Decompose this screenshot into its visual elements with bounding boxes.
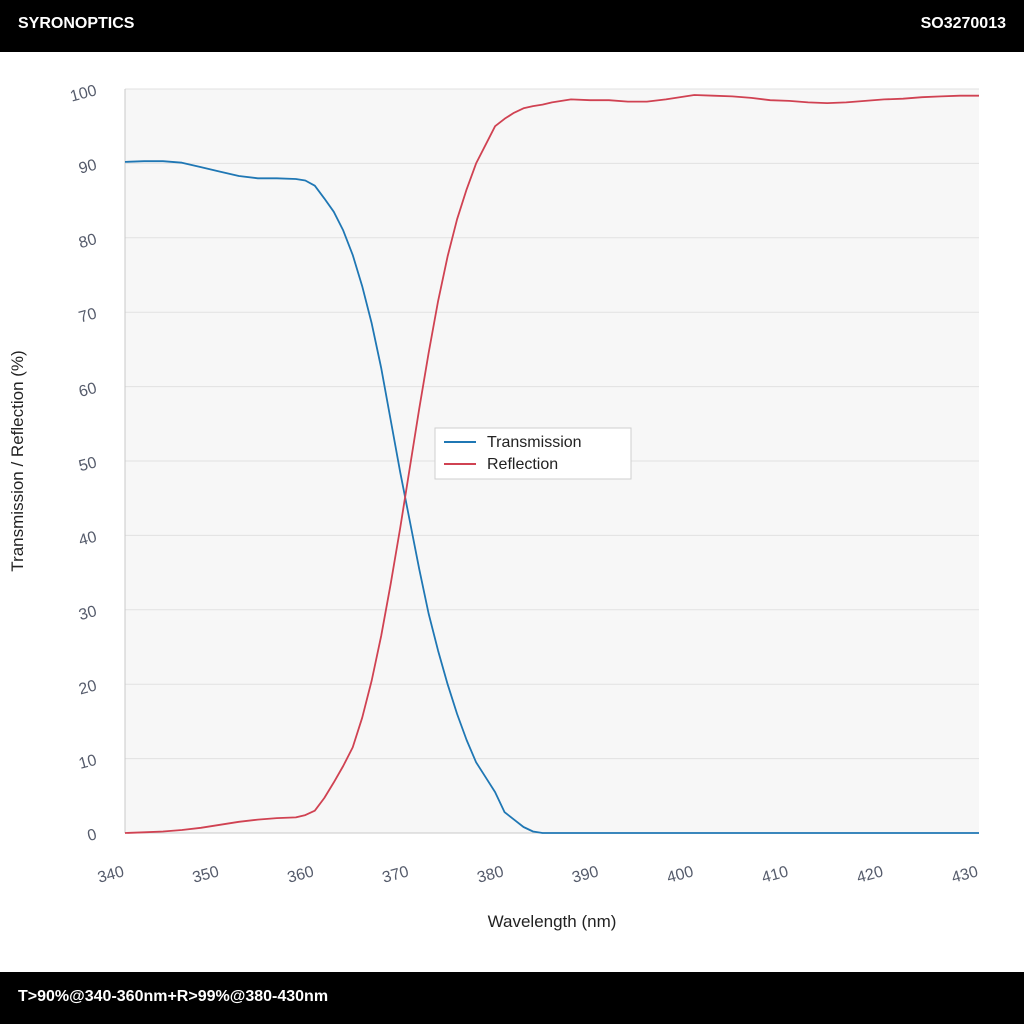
x-axis-title: Wavelength (nm) <box>488 912 617 931</box>
product-code: SO3270013 <box>920 15 1006 32</box>
spec-summary: T>90%@340-360nm+R>99%@380-430nm <box>18 988 329 1005</box>
x-tick-label: 360 <box>286 863 316 886</box>
grid-lines <box>125 88 979 760</box>
y-tick-label: 60 <box>77 380 99 401</box>
series-line-reflection <box>124 94 979 834</box>
y-tick-label: 10 <box>77 752 99 773</box>
x-tick-labels: 340 350 360 370 380 390 400 410 420 430 <box>96 863 980 886</box>
legend-box <box>434 427 632 480</box>
x-tick-label: 400 <box>665 863 695 886</box>
brand-name: SYRONOPTICS <box>18 15 135 32</box>
y-tick-label: 80 <box>77 231 99 252</box>
x-tick-label: 430 <box>950 863 980 886</box>
y-tick-label: 20 <box>77 677 99 698</box>
y-tick-label: 70 <box>77 305 99 326</box>
y-tick-label: 100 <box>68 82 98 105</box>
legend-label-reflection: Reflection <box>487 456 558 473</box>
x-tick-label: 390 <box>570 863 600 886</box>
y-tick-labels: 0 10 20 30 40 50 60 70 80 90 100 <box>68 82 98 845</box>
x-tick-label: 410 <box>760 863 790 886</box>
series-group <box>124 94 979 834</box>
y-tick-label: 90 <box>77 157 99 178</box>
legend: Transmission Reflection <box>434 427 632 480</box>
y-tick-label: 30 <box>77 603 99 624</box>
legend-label-transmission: Transmission <box>487 434 582 451</box>
y-tick-label: 50 <box>77 454 99 475</box>
x-tick-label: 370 <box>381 863 411 886</box>
y-tick-label: 0 <box>86 826 99 845</box>
x-tick-label: 340 <box>96 863 126 886</box>
spectral-chart: 0 10 20 30 40 50 60 70 80 90 100 340 350 360 370 380 39… <box>8 82 980 931</box>
x-tick-label: 350 <box>191 863 221 886</box>
y-axis-title: Transmission / Reflection (%) <box>8 350 27 571</box>
x-tick-label: 420 <box>855 863 885 886</box>
y-tick-label: 40 <box>77 529 99 550</box>
x-tick-label: 380 <box>475 863 505 886</box>
header-bar: SYRONOPTICS SO3270013 <box>0 0 1024 52</box>
footer-bar: T>90%@340-360nm+R>99%@380-430nm <box>0 972 1024 1024</box>
